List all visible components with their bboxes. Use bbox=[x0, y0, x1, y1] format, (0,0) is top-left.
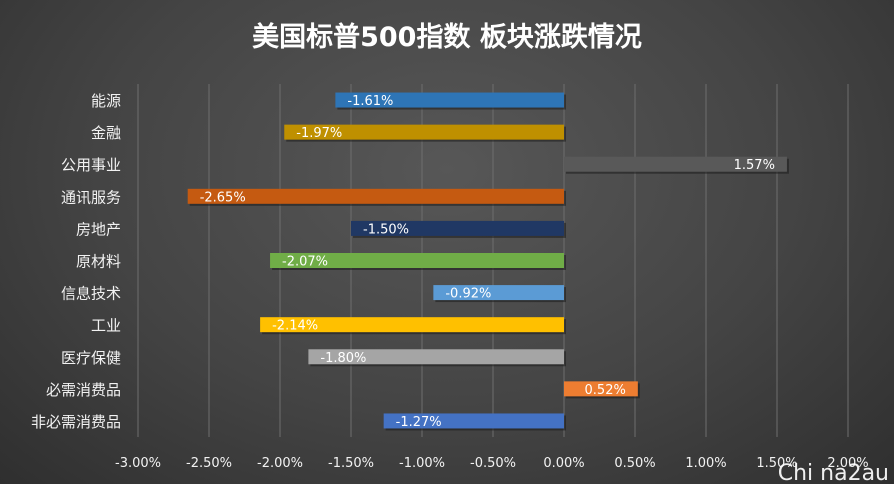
data-label: -0.92% bbox=[445, 287, 491, 302]
watermark: Chi na2au bbox=[778, 461, 889, 484]
bar bbox=[260, 317, 564, 333]
category-label: 医疗保健 bbox=[61, 349, 121, 367]
category-label: 原材料 bbox=[76, 253, 121, 271]
x-tick-label: -3.00% bbox=[115, 456, 161, 471]
x-tick-label: 0.00% bbox=[543, 456, 584, 471]
data-label: -1.97% bbox=[296, 126, 342, 141]
x-tick-label: 0.50% bbox=[614, 456, 655, 471]
bar bbox=[308, 349, 564, 365]
x-tick-label: 1.00% bbox=[685, 456, 726, 471]
category-label: 信息技术 bbox=[61, 285, 121, 303]
data-label: -1.80% bbox=[320, 351, 366, 366]
category-label: 房地产 bbox=[76, 220, 121, 238]
x-tick-labels: -3.00% -2.50% -2.00% -1.50% -1.00% -0.50% 0.00… bbox=[115, 456, 869, 471]
x-tick-label: -1.50% bbox=[328, 456, 374, 471]
category-label: 金融 bbox=[91, 124, 121, 142]
x-tick-label: 2.00% bbox=[827, 456, 868, 471]
x-tick-label: -2.50% bbox=[186, 456, 232, 471]
category-label: 通讯服务 bbox=[61, 188, 121, 206]
x-tick-label: 1.50% bbox=[756, 456, 797, 471]
bar bbox=[383, 413, 564, 429]
bar bbox=[433, 285, 564, 301]
bar bbox=[351, 220, 564, 236]
category-label: 工业 bbox=[91, 317, 121, 335]
category-label: 公用事业 bbox=[61, 156, 121, 174]
data-label: -1.27% bbox=[396, 415, 442, 430]
x-tick-label: -2.00% bbox=[257, 456, 303, 471]
data-label: 1.57% bbox=[734, 158, 775, 173]
bar bbox=[284, 124, 564, 140]
data-label: -2.14% bbox=[272, 319, 318, 334]
data-label: -2.07% bbox=[282, 255, 328, 270]
x-tick-label: -0.50% bbox=[470, 456, 516, 471]
chart-title: 美国标普500指数 板块涨跌情况 bbox=[252, 21, 642, 53]
data-label: -1.50% bbox=[363, 222, 409, 237]
bars: -1.61% -1.97% 1.57% -2.65% -1.50% -2.07% -0.92… bbox=[187, 92, 789, 431]
bar bbox=[187, 188, 564, 204]
data-label: -1.61% bbox=[347, 94, 393, 109]
bar bbox=[335, 92, 564, 108]
bar bbox=[564, 156, 787, 172]
category-label: 非必需消费品 bbox=[31, 413, 121, 431]
data-label: 0.52% bbox=[585, 383, 626, 398]
category-label: 必需消费品 bbox=[46, 381, 121, 399]
data-label: -2.65% bbox=[200, 190, 246, 205]
x-tick-label: -1.00% bbox=[399, 456, 445, 471]
bar bbox=[270, 253, 564, 268]
category-label: 能源 bbox=[91, 92, 121, 110]
bar bbox=[564, 381, 638, 397]
